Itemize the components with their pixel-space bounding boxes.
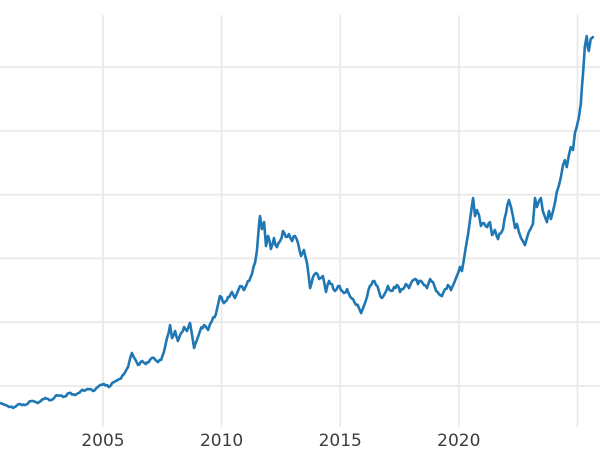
x-tick-label: 2015 <box>319 431 362 450</box>
x-tick-label: 2010 <box>200 431 243 450</box>
x-tick-label: 2020 <box>437 431 480 450</box>
x-tick-label: 2005 <box>81 431 124 450</box>
price-series-line <box>0 34 595 410</box>
